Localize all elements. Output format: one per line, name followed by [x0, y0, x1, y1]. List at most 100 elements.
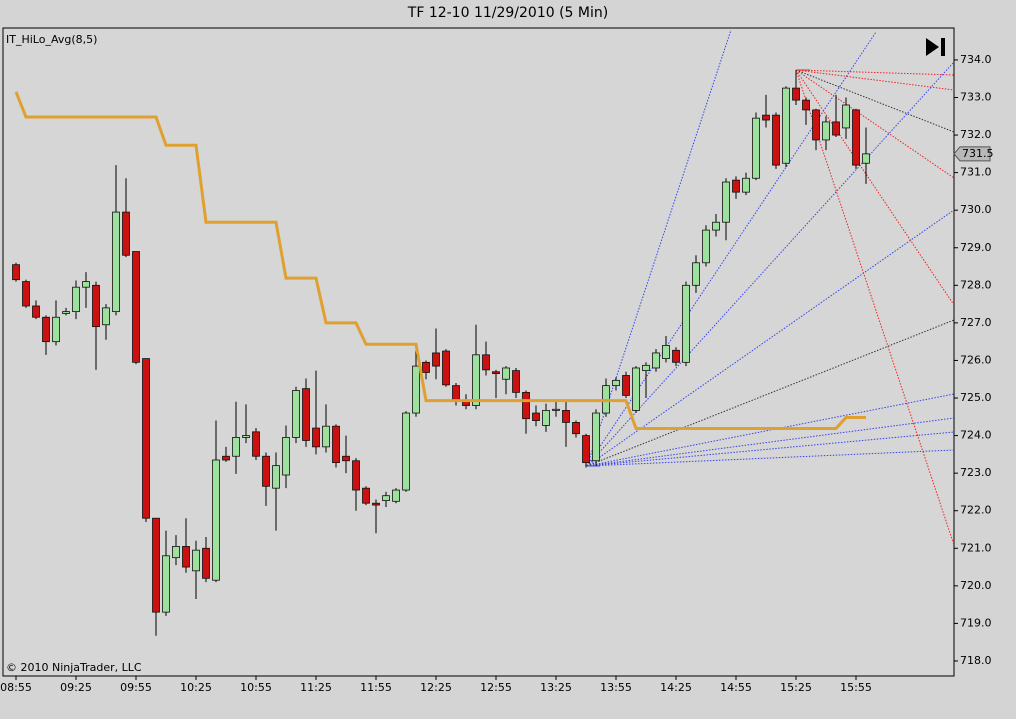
indicator-label: IT_HiLo_Avg(8,5)	[6, 33, 97, 46]
candle-body	[342, 455, 350, 462]
candle-body	[592, 412, 600, 462]
y-tick-label: 719.0	[960, 616, 992, 629]
last-price-tag	[953, 146, 991, 162]
candle-body	[302, 388, 310, 441]
candle-body	[122, 211, 130, 256]
candle-body	[172, 546, 180, 559]
x-tick-label: 15:25	[780, 681, 812, 694]
candle-body	[712, 221, 720, 231]
fan-line	[795, 69, 954, 133]
candle-body	[282, 437, 290, 476]
chart-title: TF 12-10 11/29/2010 (5 Min)	[407, 5, 608, 21]
candle-body	[492, 371, 500, 375]
x-tick-label: 14:55	[720, 681, 752, 694]
candle-body	[292, 390, 300, 438]
candle-body	[632, 367, 640, 411]
y-tick-label: 720.0	[960, 579, 992, 592]
x-tick-label: 09:25	[60, 681, 92, 694]
candle-body	[42, 316, 50, 343]
candle-body	[562, 410, 570, 423]
candle-body	[372, 502, 380, 506]
fan-line	[795, 69, 954, 306]
candle-body	[222, 455, 230, 461]
candle-body	[442, 350, 450, 386]
candle-body	[192, 549, 200, 572]
candle-body	[432, 352, 440, 367]
candle-body	[802, 99, 810, 111]
x-tick-label: 11:25	[300, 681, 332, 694]
last-price-label: 731.5	[962, 147, 994, 160]
candle-body	[542, 410, 550, 426]
candle-body	[252, 431, 260, 457]
candle-body	[132, 251, 140, 363]
candle-body	[212, 459, 220, 581]
candle-body	[482, 354, 490, 371]
plot-area	[2, 27, 955, 677]
candle-body	[262, 455, 270, 487]
candle-body	[422, 361, 430, 373]
candle-body	[202, 547, 210, 579]
candle-body	[362, 487, 370, 504]
candle-body	[522, 391, 530, 420]
fan-line	[795, 69, 954, 179]
candle-body	[552, 408, 560, 411]
x-tick-label: 13:55	[600, 681, 632, 694]
candle-body	[382, 495, 390, 501]
candle-body	[702, 229, 710, 264]
candle-body	[142, 358, 150, 519]
y-tick-label: 734.0	[960, 53, 992, 66]
candle-body	[772, 114, 780, 166]
candle-body	[52, 316, 60, 343]
candle-body	[502, 367, 510, 380]
candle-body	[92, 284, 100, 328]
candle-body	[412, 365, 420, 414]
y-tick-label: 729.0	[960, 241, 992, 254]
fan-line	[586, 393, 954, 467]
candle-body	[682, 284, 690, 363]
x-tick-label: 08:55	[0, 681, 32, 694]
candle-body	[392, 489, 400, 502]
candle-body	[272, 465, 280, 489]
x-tick-label: 09:55	[120, 681, 152, 694]
candle-body	[62, 311, 70, 314]
x-tick-label: 12:55	[480, 681, 512, 694]
fan-line	[586, 431, 954, 467]
go-to-end-button[interactable]	[926, 38, 945, 56]
play-icon[interactable]	[926, 38, 939, 56]
candle-body	[572, 422, 580, 435]
y-tick-label: 722.0	[960, 504, 992, 517]
candle-body	[732, 179, 740, 193]
candle-body	[652, 352, 660, 369]
candle-body	[102, 307, 110, 326]
candle-body	[112, 211, 120, 313]
candle-body	[472, 354, 480, 406]
fan-line	[795, 69, 954, 76]
y-tick-label: 724.0	[960, 429, 992, 442]
y-tick-label: 718.0	[960, 654, 992, 667]
fan-line	[586, 449, 954, 467]
candle-body	[332, 425, 340, 464]
candle-body	[82, 281, 90, 288]
candle-body	[22, 281, 30, 307]
candle-body	[582, 435, 590, 464]
candle-body	[512, 370, 520, 393]
y-tick-label: 727.0	[960, 316, 992, 329]
y-tick-label: 733.0	[960, 90, 992, 103]
end-bar-icon[interactable]	[941, 38, 945, 56]
fan-line	[795, 69, 954, 91]
y-tick-label: 721.0	[960, 541, 992, 554]
candle-body	[642, 364, 650, 371]
candle-body	[692, 262, 700, 286]
candle-body	[402, 412, 410, 491]
candle-body	[612, 379, 620, 387]
y-tick-label: 730.0	[960, 203, 992, 216]
y-tick-label: 725.0	[960, 391, 992, 404]
candle-body	[742, 177, 750, 193]
fan-line	[586, 209, 954, 467]
candle-body	[762, 114, 770, 121]
candle-body	[532, 412, 540, 421]
candle-body	[852, 109, 860, 166]
y-tick-label: 726.0	[960, 353, 992, 366]
plot-layer	[12, 70, 870, 636]
